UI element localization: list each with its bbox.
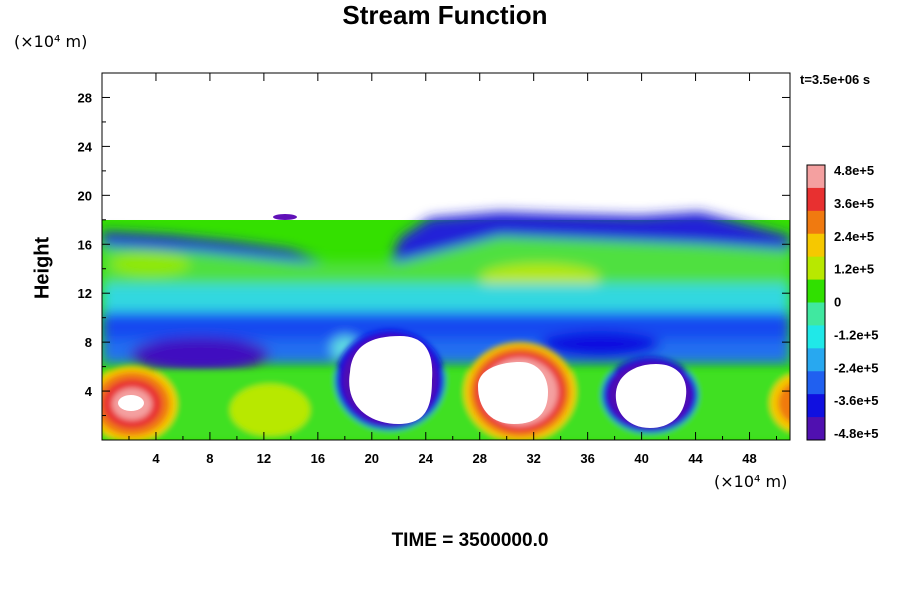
colorbar-segment (807, 279, 825, 303)
isolated-blob (273, 214, 297, 220)
y-tick-label: 8 (85, 335, 92, 350)
colorbar-label: -3.6e+5 (834, 393, 878, 408)
y-tick-label: 12 (78, 286, 92, 301)
colorbar-segment (807, 233, 825, 258)
colorbar-segment (807, 256, 825, 281)
colorbar-segment (807, 417, 825, 441)
field-plot (102, 212, 790, 440)
x-tick-label: 36 (580, 451, 594, 466)
y-tick-label: 20 (78, 188, 92, 203)
colorbar-label: -4.8e+5 (834, 426, 878, 441)
colorbar-label: 0 (834, 295, 841, 310)
colorbar-segment (807, 165, 825, 189)
colorbar-segment (807, 325, 825, 349)
x-tick-label: 24 (419, 451, 434, 466)
cell-core-4 (615, 364, 687, 428)
x-tick-label: 28 (472, 451, 486, 466)
colorbar-label: 1.2e+5 (834, 262, 874, 277)
x-tick-label: 40 (634, 451, 648, 466)
plot-frame (101, 72, 791, 441)
colorbar-segment (807, 187, 825, 212)
y-ticks: 4 8 12 16 20 24 28 (78, 90, 790, 417)
cell-core-1 (118, 395, 144, 411)
colorbar-segment (807, 348, 825, 372)
x-tick-label: 4 (152, 451, 160, 466)
colorbar-segment (807, 394, 825, 418)
x-ticks: 4 8 12 16 20 24 28 32 36 40 44 48 (128, 73, 778, 466)
x-tick-label: 16 (311, 451, 325, 466)
x-tick-label: 12 (257, 451, 271, 466)
y-tick-label: 4 (85, 384, 93, 399)
y-tick-label: 24 (78, 139, 93, 154)
colorbar-label: 3.6e+5 (834, 196, 874, 211)
cell-core-3 (478, 362, 548, 424)
x-tick-label: 32 (526, 451, 540, 466)
colorbar-label: -1.2e+5 (834, 327, 878, 342)
footer-time: TIME = 3500000.0 (391, 530, 549, 551)
x-tick-label: 8 (206, 451, 213, 466)
time-label: t=3.5e+06 s (800, 72, 871, 87)
x-tick-label: 44 (688, 451, 703, 466)
cell-core-2 (349, 336, 433, 424)
colorbar-segment (807, 210, 825, 235)
colorbar-segment (807, 371, 825, 395)
chart-title: Stream Function (342, 0, 548, 30)
y-unit-label: (×10⁴ m) (14, 32, 88, 51)
colorbar-label: 4.8e+5 (834, 163, 874, 178)
colorbar-segment (807, 302, 825, 326)
colorbar: 4.8e+5 3.6e+5 2.4e+5 1.2e+5 0 -1.2e+5 -2.4e+5 -… (806, 163, 878, 441)
colorbar-label: 2.4e+5 (834, 229, 874, 244)
colorbar-label: -2.4e+5 (834, 360, 878, 375)
y-tick-label: 28 (78, 90, 92, 105)
y-tick-label: 16 (78, 237, 92, 252)
colorbar-frame (806, 164, 826, 441)
x-tick-label: 20 (365, 451, 379, 466)
x-tick-label: 48 (742, 451, 756, 466)
field-bands (102, 212, 790, 373)
x-unit-label: (×10⁴ m) (714, 472, 788, 491)
